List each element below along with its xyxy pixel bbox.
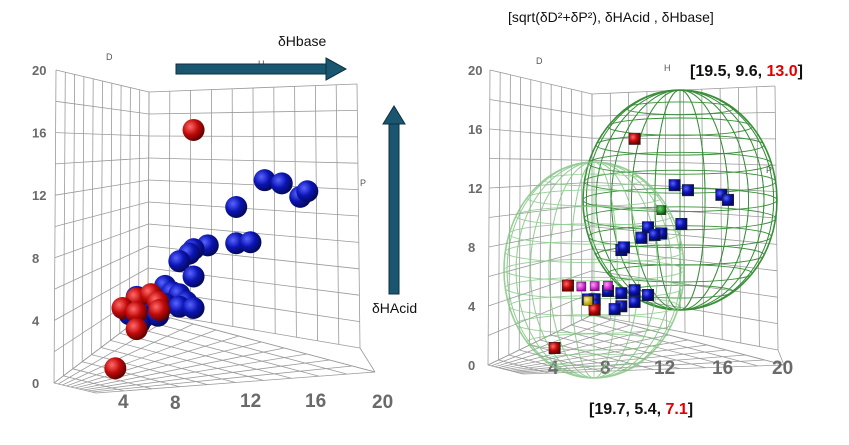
data-point (675, 218, 688, 230)
data-point (125, 318, 148, 341)
data-point (182, 265, 205, 288)
data-point (635, 231, 648, 244)
data-point (628, 295, 641, 308)
hacid-arrow (382, 105, 406, 295)
axis-letter: D (536, 56, 543, 66)
y-tick-label: 16 (32, 126, 46, 141)
data-point (615, 287, 628, 300)
y-tick-label: 20 (32, 63, 46, 78)
data-point (182, 118, 205, 141)
lower-vector-label: [19.7, 5.4, 7.1] (589, 401, 693, 418)
y-tick-label: 8 (468, 240, 475, 255)
axis-letter: D (106, 52, 113, 62)
data-point (104, 357, 127, 380)
data-point (125, 301, 148, 324)
data-point (642, 289, 654, 301)
right-chart-panel: 0 4 8 12 16 20 4 8 12 16 20 D H P (468, 56, 793, 379)
y-tick-label: 16 (468, 122, 482, 137)
axis-letter: H (664, 63, 671, 73)
data-point (296, 180, 319, 203)
data-point (270, 172, 293, 195)
axis-letter: P (360, 178, 366, 188)
data-point (148, 299, 171, 322)
x-tick-label: 8 (600, 358, 611, 379)
upper-vector-label: [19.5, 9.6, 13.0] (690, 63, 803, 80)
y-tick-label: 0 (32, 376, 39, 391)
x-tick-label: 16 (305, 391, 326, 412)
data-point (608, 303, 621, 316)
x-tick-label: 16 (712, 358, 733, 379)
y-tick-label: 12 (32, 188, 46, 203)
red-series (548, 132, 641, 354)
x-tick-label: 12 (240, 391, 261, 412)
data-point (589, 281, 600, 291)
y-tick-label: 4 (32, 313, 40, 328)
data-point (656, 205, 667, 215)
hbase-arrow (175, 57, 348, 81)
grid-lines (53, 69, 376, 394)
data-point (642, 221, 654, 234)
data-point (253, 169, 276, 192)
data-point (722, 193, 734, 206)
x-tick-label: 4 (548, 358, 559, 379)
y-tick-label: 12 (468, 181, 482, 196)
header-formula: [sqrt(δD²+δP²), δHAcid , δHbase] (508, 9, 714, 25)
red-series (104, 118, 205, 380)
x-tick-label: 8 (170, 393, 181, 414)
solubility-sphere (503, 161, 685, 379)
magenta-series (576, 280, 613, 292)
data-point (668, 179, 681, 192)
yellow-series (583, 295, 593, 306)
data-point (576, 281, 587, 292)
data-point (182, 297, 205, 320)
y-tick-label: 20 (468, 63, 482, 78)
x-tick-label: 20 (772, 358, 793, 379)
hacid-arrow-label: δHAcid (372, 300, 417, 316)
axis-letter: P (766, 165, 772, 175)
x-tick-label: 4 (118, 392, 129, 413)
data-point (588, 303, 601, 316)
y-tick-label: 8 (32, 251, 39, 266)
hbase-arrow-label: δHbase (278, 33, 326, 49)
data-point (618, 241, 630, 254)
data-point (628, 284, 641, 297)
data-point (168, 250, 191, 273)
data-point (583, 295, 593, 306)
data-point (225, 195, 248, 218)
data-point (548, 342, 561, 354)
data-point (562, 279, 574, 292)
x-tick-label: 20 (372, 392, 393, 413)
data-point (682, 184, 694, 197)
x-tick-label: 12 (654, 358, 675, 379)
green-series (656, 205, 667, 215)
y-tick-label: 0 (468, 358, 475, 373)
y-tick-label: 4 (468, 299, 476, 314)
data-point (628, 132, 641, 145)
data-point (239, 231, 262, 254)
data-point (603, 280, 613, 291)
data-point (648, 228, 661, 241)
